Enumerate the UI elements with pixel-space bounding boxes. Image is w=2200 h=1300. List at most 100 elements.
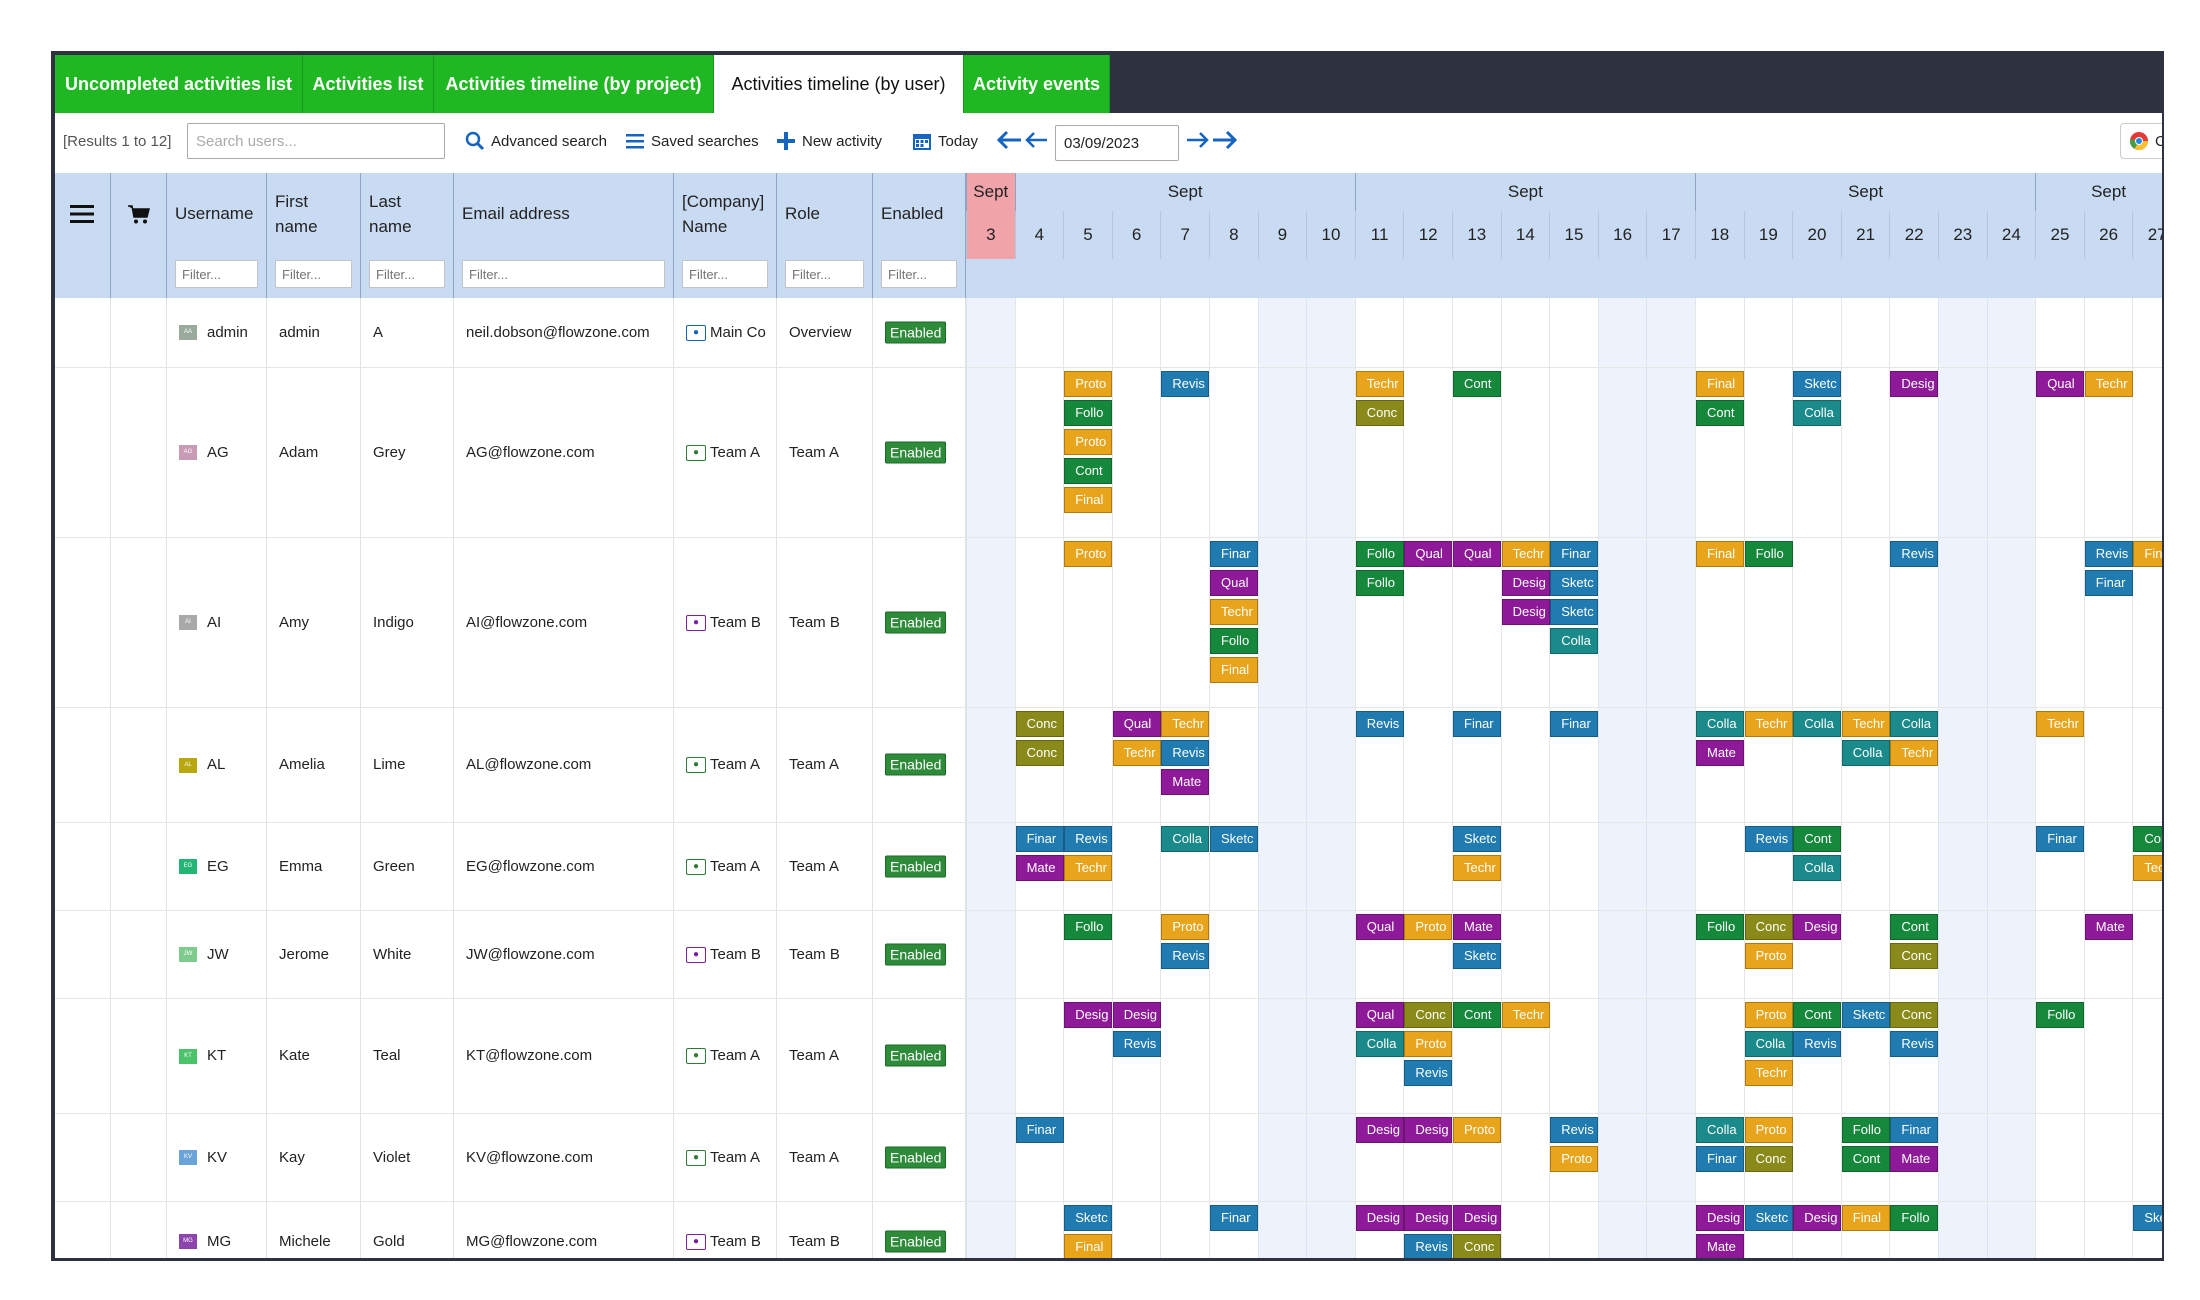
timeline-day-6[interactable]: 6 — [1111, 211, 1161, 259]
timeline-day-cell[interactable] — [1014, 911, 1064, 998]
filter-enabled[interactable] — [881, 260, 957, 288]
timeline-day-cell[interactable] — [1840, 298, 1890, 367]
timeline-day-cell[interactable] — [1500, 1202, 1550, 1258]
activity-block[interactable]: Techr — [1355, 371, 1404, 397]
table-row[interactable]: AL AL Amelia Lime AL@flowzone.com Team A ● Team… — [55, 708, 2162, 823]
timeline-day-cell[interactable] — [1403, 368, 1452, 537]
timeline-day-cell[interactable] — [1549, 999, 1598, 1113]
timeline-day-cell[interactable] — [1209, 1202, 1258, 1258]
timeline-day-cell[interactable] — [1500, 911, 1550, 998]
activity-block[interactable]: Cont — [1793, 826, 1842, 852]
activity-block[interactable]: Revis — [1793, 1031, 1842, 1057]
timeline-day-cell[interactable] — [2083, 298, 2133, 367]
timeline-day-cell[interactable] — [1354, 708, 1404, 822]
filter-company[interactable] — [682, 260, 768, 288]
timeline-day-cell[interactable] — [1743, 1202, 1793, 1258]
timeline-day-cell[interactable] — [1306, 708, 1355, 822]
timeline-day-cell[interactable] — [1014, 823, 1064, 910]
timeline-day-cell[interactable] — [1938, 1114, 1987, 1201]
timeline-day-cell[interactable] — [1792, 708, 1841, 822]
timeline-day-cell[interactable] — [1646, 708, 1695, 822]
timeline-day-cell[interactable] — [1160, 823, 1209, 910]
timeline-day-cell[interactable] — [1889, 823, 1938, 910]
activity-block[interactable]: Cont — [2133, 826, 2162, 852]
timeline-day-cell[interactable] — [1354, 1202, 1404, 1258]
activity-block[interactable]: Revis — [1890, 541, 1939, 567]
timeline-day-cell[interactable] — [1257, 1114, 1307, 1201]
search-users-input[interactable] — [187, 123, 445, 159]
timeline-day-21[interactable]: 21 — [1840, 211, 1890, 259]
tab-activity-events[interactable]: Activity events — [964, 55, 1110, 113]
activity-block[interactable]: Sketc — [1793, 371, 1842, 397]
filter-username[interactable] — [175, 260, 258, 288]
timeline-day-cell[interactable] — [1597, 823, 1647, 910]
timeline-day-cell[interactable] — [966, 538, 1015, 707]
timeline-day-cell[interactable] — [1840, 538, 1890, 707]
timeline-day-cell[interactable] — [966, 708, 1015, 822]
activity-block[interactable]: Desig — [1501, 570, 1550, 596]
timeline-day-cell[interactable] — [1014, 1114, 1064, 1201]
activity-block[interactable]: Desig — [1355, 1205, 1404, 1231]
activity-block[interactable]: Cont — [1696, 400, 1744, 426]
timeline-day-cell[interactable] — [1646, 1202, 1695, 1258]
activity-block[interactable]: Techr — [1064, 855, 1113, 881]
timeline-day-cell[interactable] — [1840, 1114, 1890, 1201]
timeline-day-cell[interactable] — [1209, 823, 1258, 910]
timeline-day-22[interactable]: 22 — [1889, 211, 1938, 259]
timeline-day-cell[interactable] — [1500, 298, 1550, 367]
timeline-day-cell[interactable] — [1209, 999, 1258, 1113]
date-input[interactable] — [1055, 125, 1179, 161]
tab-timeline-by-user[interactable]: Activities timeline (by user) — [714, 55, 964, 113]
activity-block[interactable]: Revis — [1404, 1060, 1453, 1086]
timeline-day-cell[interactable] — [1743, 708, 1793, 822]
activity-block[interactable]: Techr — [1501, 541, 1550, 567]
timeline-day-cell[interactable] — [2132, 1202, 2162, 1258]
timeline-day-8[interactable]: 8 — [1209, 211, 1258, 259]
activity-block[interactable]: Finar — [1210, 1205, 1258, 1231]
timeline-day-cell[interactable] — [1792, 298, 1841, 367]
timeline-day-cell[interactable] — [1889, 368, 1938, 537]
activity-block[interactable]: Techr — [2036, 711, 2085, 737]
activity-block[interactable]: Final — [1064, 1234, 1113, 1258]
timeline-day-cell[interactable] — [1938, 538, 1987, 707]
timeline-day-cell[interactable] — [2132, 538, 2162, 707]
timeline-day-cell[interactable] — [1111, 368, 1161, 537]
timeline-day-cell[interactable] — [1209, 298, 1258, 367]
timeline-day-cell[interactable] — [1986, 538, 2036, 707]
timeline-day-cell[interactable] — [2035, 368, 2084, 537]
timeline-day-cell[interactable] — [1160, 911, 1209, 998]
timeline-day-cell[interactable] — [1111, 1114, 1161, 1201]
timeline-day-cell[interactable] — [1306, 999, 1355, 1113]
activity-block[interactable]: Qual — [1210, 570, 1258, 596]
timeline-day-17[interactable]: 17 — [1646, 211, 1695, 259]
timeline-day-cell[interactable] — [1500, 368, 1550, 537]
activity-block[interactable]: Techr — [1453, 855, 1501, 881]
next-day-button[interactable] — [1185, 129, 1209, 155]
column-enabled[interactable]: Enabled — [873, 173, 966, 298]
new-activity-button[interactable]: New activity — [776, 131, 882, 151]
table-row[interactable]: MG MG Michele Gold MG@flowzone.com Team B ● Tea… — [55, 1202, 2162, 1258]
timeline-day-cell[interactable] — [1597, 368, 1647, 537]
activity-block[interactable]: Follo — [1841, 1117, 1890, 1143]
timeline-day-cell[interactable] — [1500, 999, 1550, 1113]
timeline-day-cell[interactable] — [1597, 911, 1647, 998]
timeline-day-cell[interactable] — [1597, 538, 1647, 707]
activity-block[interactable]: Mate — [1015, 855, 1064, 881]
timeline-day-cell[interactable] — [2083, 999, 2133, 1113]
activity-block[interactable]: Proto — [1744, 1117, 1793, 1143]
activity-block[interactable]: Follo — [1355, 570, 1404, 596]
timeline-day-cell[interactable] — [1646, 999, 1695, 1113]
activity-block[interactable]: Desig — [1890, 371, 1939, 397]
timeline-day-cell[interactable] — [1111, 708, 1161, 822]
timeline-day-cell[interactable] — [2035, 911, 2084, 998]
timeline-day-cell[interactable] — [1986, 1202, 2036, 1258]
timeline-day-9[interactable]: 9 — [1257, 211, 1307, 259]
timeline-day-cell[interactable] — [1160, 1202, 1209, 1258]
timeline-day-cell[interactable] — [2132, 368, 2162, 537]
activity-block[interactable]: Sketc — [1064, 1205, 1113, 1231]
timeline-day-cell[interactable] — [1986, 999, 2036, 1113]
timeline-day-cell[interactable] — [1792, 911, 1841, 998]
timeline-day-cell[interactable] — [2083, 708, 2133, 822]
timeline-day-cell[interactable] — [1403, 999, 1452, 1113]
timeline-day-11[interactable]: 11 — [1354, 211, 1404, 259]
